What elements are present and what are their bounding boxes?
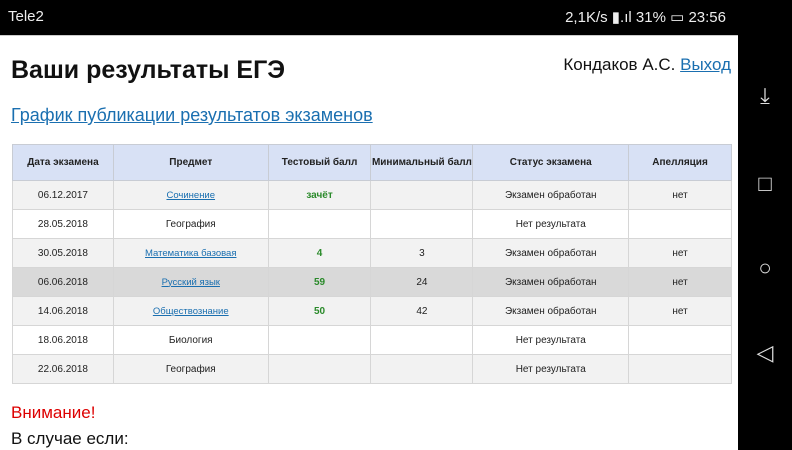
user-name: Кондаков А.С. xyxy=(563,55,676,74)
cell-score xyxy=(267,325,372,355)
cell-status: Нет результата xyxy=(472,325,630,355)
cell-score xyxy=(267,209,372,239)
table-row: 18.06.2018 Биология Нет результата xyxy=(12,325,732,355)
status-bar: Tele2 2,1K/s ▮.ıl 31% ▭ 23:56 xyxy=(0,0,792,33)
cell-status: Нет результата xyxy=(472,209,630,239)
subject-link[interactable]: Обществознание xyxy=(152,305,229,317)
table-row: 22.06.2018 География Нет результата xyxy=(12,354,732,384)
recents-icon[interactable]: □ xyxy=(758,171,772,196)
table-row: 06.12.2017 Сочинение зачёт Экзамен обработа… xyxy=(12,180,732,210)
cell-date: 14.06.2018 xyxy=(12,296,114,326)
subject-link[interactable]: Русский язык xyxy=(161,276,220,288)
cell-min xyxy=(370,354,474,384)
android-nav-bar: ⤓ □ ○ ◁ xyxy=(738,35,792,450)
cell-date: 30.05.2018 xyxy=(12,238,114,268)
cell-appeal xyxy=(628,325,732,355)
cell-min: 3 xyxy=(370,238,474,268)
cell-min xyxy=(370,209,474,239)
back-icon[interactable]: ◁ xyxy=(756,340,774,365)
column-header: Апелляция xyxy=(628,144,732,181)
case-text: В случае если: xyxy=(11,429,129,448)
cell-appeal: нет xyxy=(628,296,732,326)
cell-subject: География xyxy=(112,209,269,239)
cell-date: 06.12.2017 xyxy=(12,180,114,210)
cell-score: 59 xyxy=(267,267,372,297)
cell-appeal xyxy=(628,209,732,239)
cell-subject: Обществознание xyxy=(112,296,269,326)
cell-score: зачёт xyxy=(267,180,372,210)
clock: 23:56 xyxy=(688,9,726,26)
warning-heading: Внимание! xyxy=(11,403,96,422)
cell-status: Экзамен обработан xyxy=(472,180,630,210)
logout-link[interactable]: Выход xyxy=(680,55,731,74)
column-header: Статус экзамена xyxy=(472,144,630,181)
column-header: Предмет xyxy=(112,144,269,181)
battery-icon: ▭ xyxy=(670,9,685,26)
page-title: Ваши результаты ЕГЭ xyxy=(11,56,286,84)
subject-link[interactable]: Математика базовая xyxy=(145,247,237,259)
schedule-link[interactable]: График публикации результатов экзаменов xyxy=(11,105,373,125)
cell-appeal: нет xyxy=(628,180,732,210)
cell-subject: Сочинение xyxy=(112,180,269,210)
subject-link[interactable]: Сочинение xyxy=(166,189,216,201)
cell-status: Экзамен обработан xyxy=(472,267,630,297)
cell-status: Экзамен обработан xyxy=(472,238,630,268)
column-header: Минимальный балл xyxy=(370,144,474,181)
cell-date: 18.06.2018 xyxy=(12,325,114,355)
results-table: Дата экзамена Предмет Тестовый балл Минимал… xyxy=(12,144,732,384)
cell-min xyxy=(370,180,474,210)
table-row: 06.06.2018 Русский язык 59 24 Экзамен обрабо… xyxy=(12,267,732,297)
table-row: 30.05.2018 Математика базовая 4 3 Экзамен об… xyxy=(12,238,732,268)
cell-subject: География xyxy=(112,354,269,384)
page: Ваши результаты ЕГЭ Кондаков А.С. Выход … xyxy=(0,35,738,450)
signal-icon: ▮.ıl xyxy=(611,9,632,26)
cell-status: Нет результата xyxy=(472,354,630,384)
cell-appeal: нет xyxy=(628,267,732,297)
notification-pull-icon[interactable]: ⤓ xyxy=(760,83,770,108)
cell-appeal xyxy=(628,354,732,384)
cell-min: 42 xyxy=(370,296,474,326)
cell-date: 22.06.2018 xyxy=(12,354,114,384)
cell-status: Экзамен обработан xyxy=(472,296,630,326)
cell-subject: Русский язык xyxy=(112,267,269,297)
user-info: Кондаков А.С. Выход xyxy=(563,55,731,75)
cell-score: 4 xyxy=(267,238,372,268)
battery-level: 31% xyxy=(635,9,666,26)
cell-score: 50 xyxy=(267,296,372,326)
cell-date: 28.05.2018 xyxy=(12,209,114,239)
cell-min: 24 xyxy=(370,267,474,297)
cell-score xyxy=(267,354,372,384)
carrier: Tele2 xyxy=(8,8,44,25)
column-header: Тестовый балл xyxy=(267,144,372,181)
cell-min xyxy=(370,325,474,355)
cell-subject: Биология xyxy=(112,325,269,355)
table-row: 28.05.2018 География Нет результата xyxy=(12,209,732,239)
cell-subject: Математика базовая xyxy=(112,238,269,268)
column-header: Дата экзамена xyxy=(12,144,114,181)
home-icon[interactable]: ○ xyxy=(758,255,772,280)
cell-appeal: нет xyxy=(628,238,732,268)
network-speed: 2,1K/s xyxy=(565,9,608,26)
cell-date: 06.06.2018 xyxy=(12,267,114,297)
table-row: 14.06.2018 Обществознание 50 42 Экзамен обра… xyxy=(12,296,732,326)
